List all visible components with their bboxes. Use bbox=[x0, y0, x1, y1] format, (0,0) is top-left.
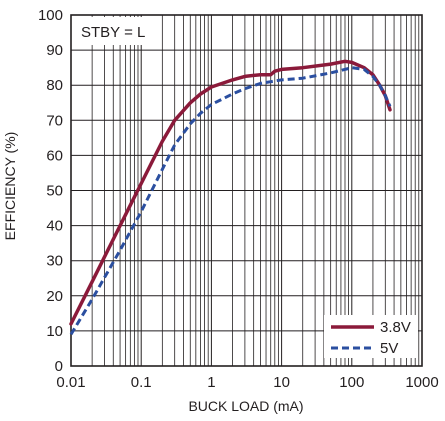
legend-label-5v: 5V bbox=[380, 340, 398, 357]
y-tick-label: 100 bbox=[38, 7, 63, 24]
x-tick-label: 1 bbox=[207, 374, 215, 391]
x-axis-title: BUCK LOAD (mA) bbox=[188, 398, 303, 414]
y-tick-label: 40 bbox=[46, 218, 63, 235]
x-tick-labels: 0.01 0.1 1 10 100 1000 bbox=[56, 374, 438, 391]
y-tick-label: 70 bbox=[46, 112, 63, 129]
series-line-5v bbox=[69, 66, 392, 336]
y-tick-label: 30 bbox=[46, 253, 63, 270]
x-tick-label: 1000 bbox=[405, 374, 438, 391]
series-layer bbox=[69, 59, 392, 336]
x-tick-label: 100 bbox=[339, 374, 364, 391]
legend: 3.8V 5V bbox=[324, 315, 418, 358]
y-tick-label: 10 bbox=[46, 323, 63, 340]
annotation-box bbox=[73, 17, 161, 45]
annotation-stby: STBY = L bbox=[81, 24, 145, 41]
y-tick-label: 50 bbox=[46, 183, 63, 200]
y-tick-label: 60 bbox=[46, 147, 63, 164]
grid bbox=[71, 15, 422, 366]
legend-label-3-8v: 3.8V bbox=[380, 319, 411, 336]
series-line-3-8v bbox=[69, 59, 392, 326]
y-tick-label: 80 bbox=[46, 77, 63, 94]
x-tick-label: 10 bbox=[273, 374, 290, 391]
x-tick-label: 0.1 bbox=[131, 374, 152, 391]
y-tick-label: 20 bbox=[46, 288, 63, 305]
y-axis-title: EFFICIENCY (%) bbox=[2, 132, 18, 241]
y-tick-label: 0 bbox=[55, 358, 63, 375]
plot-frame bbox=[70, 14, 423, 367]
y-tick-label: 90 bbox=[46, 42, 63, 59]
y-tick-labels: 0 10 20 30 40 50 60 70 80 90 100 bbox=[38, 7, 63, 375]
legend-box bbox=[324, 315, 418, 358]
x-tick-label: 0.01 bbox=[56, 374, 85, 391]
